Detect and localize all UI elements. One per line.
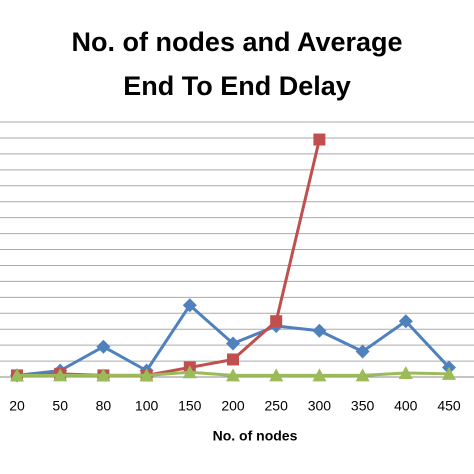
square-marker: [270, 315, 283, 328]
diamond-marker: [96, 339, 111, 354]
x-tick-label: 150: [178, 398, 202, 414]
square-marker: [227, 353, 239, 366]
triangle-marker: [355, 368, 370, 382]
triangle-marker: [398, 366, 413, 380]
x-tick-label: 50: [52, 398, 68, 414]
x-tick-label: 300: [308, 398, 332, 414]
x-tick-label: 400: [394, 398, 418, 414]
triangle-marker: [226, 368, 240, 382]
square-marker: [313, 133, 326, 146]
x-tick-label: 450: [437, 398, 461, 414]
triangle-marker: [53, 368, 68, 382]
triangle-marker: [10, 368, 24, 382]
diamond-marker: [312, 323, 327, 338]
diamond-marker: [355, 344, 370, 359]
chart-title: No. of nodes and Average: [71, 27, 402, 57]
x-tick-label: 350: [351, 398, 375, 414]
diamond-marker: [398, 314, 413, 329]
triangle-marker: [442, 366, 456, 380]
x-tick-label: 250: [265, 398, 289, 414]
x-tick-label: 200: [221, 398, 245, 414]
triangle-marker: [139, 368, 154, 382]
diamond-marker: [226, 336, 240, 351]
x-tick-label: 100: [135, 398, 159, 414]
x-tick-label: 80: [96, 398, 112, 414]
triangle-marker: [96, 368, 111, 382]
chart-title: End To End Delay: [123, 71, 351, 101]
triangle-marker: [312, 368, 327, 382]
diamond-marker: [182, 298, 197, 313]
x-axis-title: No. of nodes: [213, 428, 298, 444]
triangle-marker: [269, 368, 284, 382]
triangle-marker: [182, 365, 197, 379]
x-tick-label: 20: [9, 398, 25, 414]
